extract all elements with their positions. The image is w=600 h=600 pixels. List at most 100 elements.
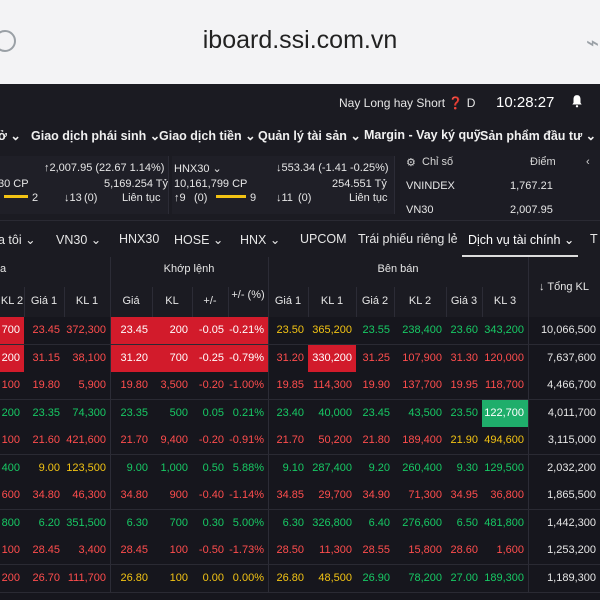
table-cell: 23.50 [450, 406, 478, 419]
table-cell: 189,400 [402, 434, 442, 446]
table-row[interactable]: 400 9.00 123,500 9.00 1,000 0.50 5.88% 9.10 287,… [0, 454, 600, 483]
share-icon[interactable]: ⌁ [586, 30, 600, 55]
table-cell: 200 [0, 344, 24, 372]
table-cell: 238,400 [402, 324, 442, 336]
table-cell: 1,865,500 [547, 489, 596, 501]
table-row[interactable]: 200 26.70 111,700 26.80 100 0.00 0.00% 26.80 48,… [0, 564, 600, 593]
table-row[interactable]: 100 28.45 3,400 28.45 100 -0.50 -1.73% 28.50 11,… [0, 537, 600, 565]
table-cell: 43,500 [408, 406, 442, 419]
table-row[interactable]: 700 23.45 372,300 23.45 200 -0.05 -0.21% 23.50 3… [0, 317, 600, 345]
table-cell: -0.25 [192, 344, 228, 372]
table-cell: 0.21% [232, 406, 264, 419]
menu-item[interactable]: Giao dịch tiền ⌄ [159, 129, 256, 143]
tab[interactable]: HNX30 [119, 232, 160, 246]
top-bar: Nay Long hay Short ❓ D 10:28:27 [0, 84, 600, 121]
clock: 10:28:27 [496, 94, 555, 111]
table-cell: 19.90 [362, 379, 390, 391]
tab[interactable]: HNX ⌄ [240, 233, 281, 247]
table-cell: 9,400 [160, 434, 188, 446]
table-cell: 330,200 [308, 344, 356, 372]
menu-item[interactable]: Sản phẩm đầu tư ⌄ [480, 129, 597, 143]
tab-bar: a tôi ⌄ VN30 ⌄ HNX30 HOSE ⌄ HNX ⌄ UPCOM … [0, 220, 600, 258]
table-cell: 100 [1, 434, 20, 446]
table-cell: 23.55 [362, 324, 390, 336]
table-cell: 19.80 [32, 379, 60, 391]
menu-item[interactable]: Quản lý tài sản ⌄ [258, 129, 361, 143]
table-cell: -0.40 [198, 489, 224, 501]
table-cell: 800 [1, 516, 20, 529]
table-cell: 10,066,500 [540, 324, 596, 336]
table-cell: 100 [1, 544, 20, 556]
table-cell: -1.14% [229, 489, 264, 501]
tab[interactable]: Trái phiếu riêng lẻ [358, 232, 458, 246]
table-cell: 29,700 [318, 489, 352, 501]
index-card-hnx30[interactable]: HNX30 ⌄ ↓553.34 (-1.41 -0.25%) 10,161,79… [172, 156, 395, 214]
table-cell: 276,600 [402, 516, 442, 529]
table-cell: 34.80 [32, 489, 60, 501]
table-cell: 1,000 [160, 461, 188, 474]
table-cell: 372,300 [66, 324, 106, 336]
table-cell: 200 [152, 317, 192, 344]
table-cell: 1,253,200 [547, 544, 596, 556]
tab-active[interactable]: Dịch vụ tài chính ⌄ [468, 233, 575, 247]
table-cell: 15,800 [408, 544, 442, 556]
tab[interactable]: HOSE ⌄ [174, 233, 224, 247]
table-row[interactable]: 100 21.60 421,600 21.70 9,400 -0.20 -0.91% 21.7… [0, 427, 600, 455]
active-tab-underline [462, 255, 578, 257]
table-cell: 28.45 [32, 544, 60, 556]
table-row[interactable]: 200 31.15 38,100 31.20 700 -0.25 -0.79% 31.20 33… [0, 344, 600, 373]
table-cell: 1,442,300 [547, 516, 596, 529]
table-cell: 1,189,300 [547, 571, 596, 584]
question-icon: ❓ [448, 96, 464, 110]
ticker-text[interactable]: Nay Long hay Short ❓ D [339, 96, 476, 110]
table-cell: -1.73% [229, 544, 264, 556]
index-mini-table: ⚙ Chỉ số Điểm ‹ VNINDEX 1,767.21 VN30 2,… [400, 150, 600, 220]
table-cell: 21.70 [276, 434, 304, 446]
table-cell: 5.00% [232, 516, 264, 529]
menu-item[interactable]: ở ⌄ [0, 129, 21, 143]
table-cell: -0.05 [192, 317, 228, 344]
menu-item[interactable]: Margin - Vay ký quỹ [364, 128, 481, 142]
table-cell: 600 [1, 489, 20, 501]
table-cell: 23.45 [32, 324, 60, 336]
tab[interactable]: T [590, 232, 598, 246]
table-cell: 6.20 [38, 516, 60, 529]
table-cell: 123,500 [66, 461, 106, 474]
table-cell: 21.90 [450, 434, 478, 446]
tab[interactable]: VN30 ⌄ [56, 233, 102, 247]
table-cell: 129,500 [484, 461, 524, 474]
tab[interactable]: a tôi ⌄ [0, 233, 36, 247]
tab[interactable]: UPCOM [300, 232, 347, 246]
table-cell: 28.50 [276, 544, 304, 556]
table-row[interactable]: 200 23.35 74,300 23.35 500 0.05 0.21% 23.40 40,0… [0, 399, 600, 428]
table-cell: 26.80 [276, 571, 304, 584]
table-cell: 34.95 [450, 489, 478, 501]
table-cell: 700 [0, 317, 24, 344]
table-cell: 27.00 [450, 571, 478, 584]
table-cell: 74,300 [72, 406, 106, 419]
url-text[interactable]: iboard.ssi.com.vn [202, 26, 398, 54]
table-cell: 0.00 [202, 571, 224, 584]
table-cell: 200 [1, 406, 20, 419]
refresh-icon[interactable] [0, 30, 16, 52]
table-cell: 36,800 [490, 489, 524, 501]
table-cell: 107,900 [402, 351, 442, 364]
bell-icon[interactable] [570, 94, 584, 108]
table-cell: 9.30 [456, 461, 478, 474]
prev-icon[interactable]: ‹ [586, 156, 590, 168]
table-cell: 21.60 [32, 434, 60, 446]
table-row[interactable]: 100 19.80 5,900 19.80 3,500 -0.20 -1.00% 19.85 1… [0, 372, 600, 400]
table-cell: 48,500 [318, 571, 352, 584]
menu-item[interactable]: Giao dịch phái sinh ⌄ [31, 129, 161, 143]
table-cell: 6.30 [282, 516, 304, 529]
table-cell: -0.79% [228, 344, 268, 372]
browser-address-bar: iboard.ssi.com.vn ⌁ [0, 0, 600, 84]
table-cell: 28.45 [120, 544, 148, 556]
index-card[interactable]: ↑2,007.95 (22.67 1.14%) 30 CP 5,169.254 … [0, 156, 169, 214]
table-cell: 3,400 [78, 544, 106, 556]
table-cell: 34.85 [276, 489, 304, 501]
gear-icon[interactable]: ⚙ [406, 157, 416, 169]
table-cell: -1.00% [229, 379, 264, 391]
table-row[interactable]: 800 6.20 351,500 6.30 700 0.30 5.00% 6.30 326,80… [0, 509, 600, 538]
table-row[interactable]: 600 34.80 46,300 34.80 900 -0.40 -1.14% 34.85 29… [0, 482, 600, 510]
